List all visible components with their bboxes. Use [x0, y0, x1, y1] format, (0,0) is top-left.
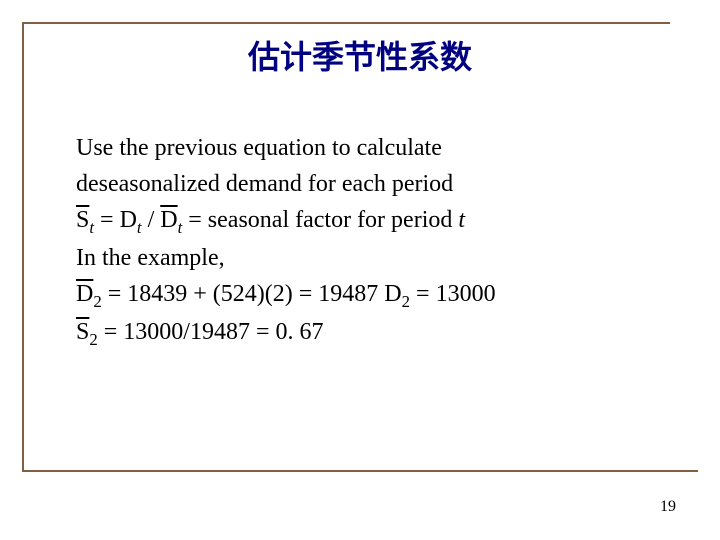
eq1-eq-D: = D	[94, 207, 137, 233]
eq2-D-sub: 2	[402, 292, 410, 311]
eq3-Sbar: S	[76, 319, 89, 345]
eq2-Dbar: D	[76, 281, 93, 307]
eq2-Dbar-sub: 2	[93, 292, 101, 311]
eq1-tail: = seasonal factor for period	[182, 207, 458, 233]
frame-border-bottom	[22, 470, 698, 472]
page-number: 19	[660, 498, 676, 516]
body-line-2: deseasonalized demand for each period	[76, 166, 676, 202]
eq3-S-sub: 2	[89, 330, 97, 349]
eq2-tail: = 13000	[410, 281, 496, 307]
eq2-body: = 18439 + (524)(2) = 19487 D	[102, 281, 402, 307]
eq3-body: = 13000/19487 = 0. 67	[98, 319, 324, 345]
eq1-Dbar: D	[160, 207, 177, 233]
body-line-1: Use the previous equation to calculate	[76, 130, 676, 166]
slide-body: Use the previous equation to calculate d…	[76, 130, 676, 352]
frame-border-left	[22, 22, 24, 472]
body-line-4: In the example,	[76, 240, 676, 276]
body-equation-2: D2 = 18439 + (524)(2) = 19487 D2 = 13000	[76, 276, 676, 314]
slide-title: 估计季节性系数	[0, 32, 720, 78]
eq1-t: t	[458, 207, 465, 233]
body-equation-3: S2 = 13000/19487 = 0. 67	[76, 314, 676, 352]
slide: 估计季节性系数 Use the previous equation to cal…	[0, 0, 720, 540]
eq1-div: /	[142, 207, 161, 233]
eq1-Sbar: S	[76, 207, 89, 233]
frame-border-top	[22, 22, 670, 24]
body-equation-1: St = Dt / Dt = seasonal factor for perio…	[76, 202, 676, 240]
